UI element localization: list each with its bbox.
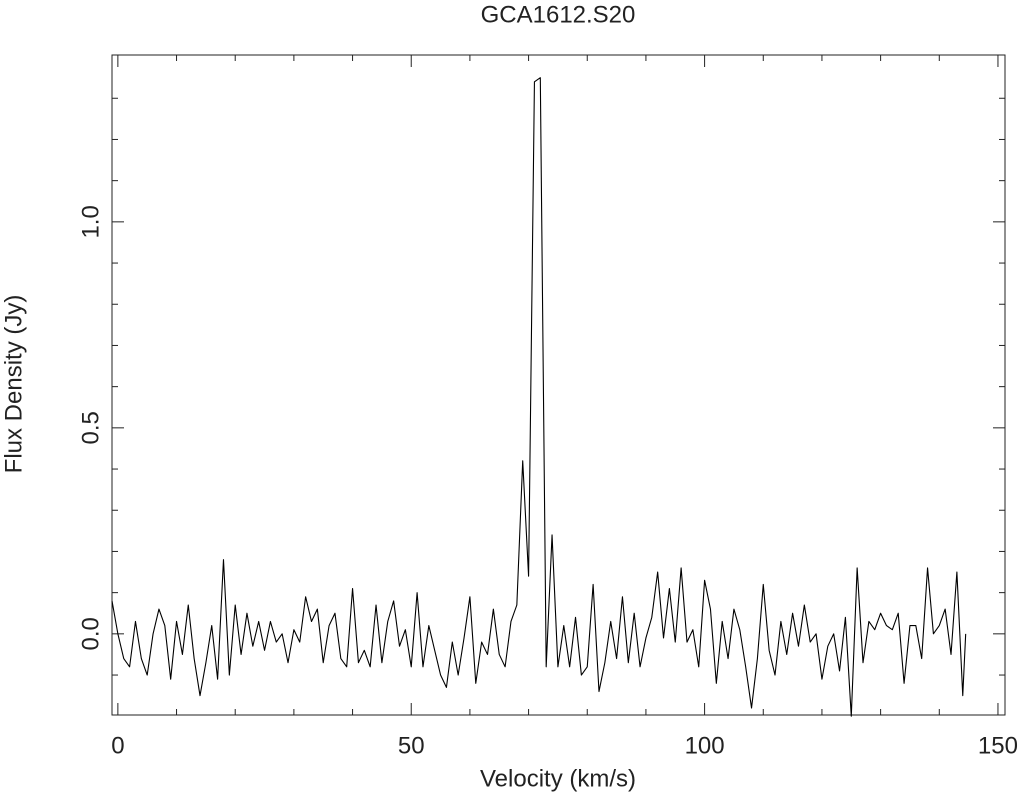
x-tick-label: 50	[398, 732, 425, 759]
x-axis-label: Velocity (km/s)	[480, 765, 636, 792]
plot-frame	[111, 54, 1006, 716]
data-line	[111, 77, 967, 717]
y-tick-label: 1.0	[77, 205, 104, 238]
chart-title: GCA1612.S20	[481, 1, 636, 28]
y-tick-label: 0.5	[77, 411, 104, 444]
y-tick-label: 0.0	[77, 617, 104, 650]
x-tick-label: 0	[111, 732, 124, 759]
y-axis-label: Flux Density (Jy)	[0, 295, 27, 474]
x-tick-label: 100	[685, 732, 725, 759]
x-tick-label: 150	[978, 732, 1018, 759]
